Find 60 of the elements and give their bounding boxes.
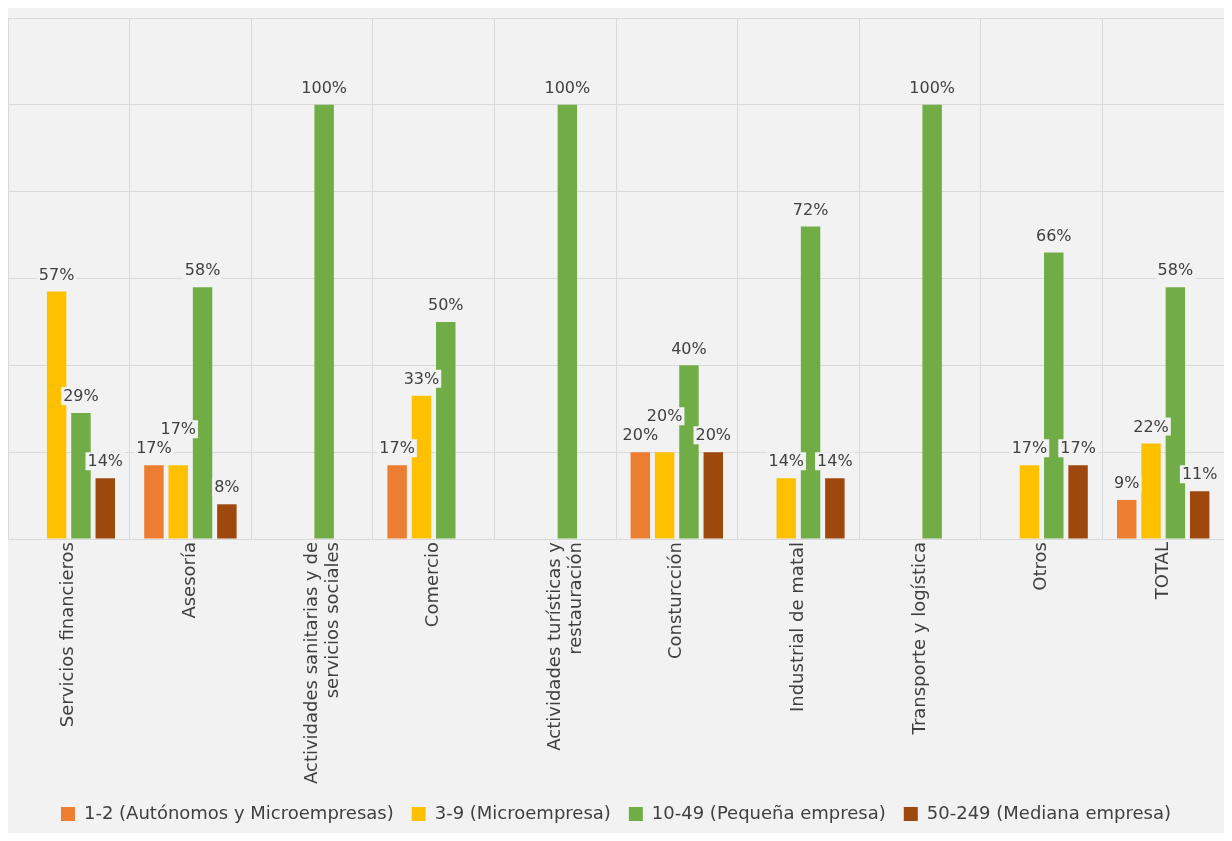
bar <box>1019 465 1040 539</box>
legend-label: 50-249 (Mediana empresa) <box>926 801 1172 823</box>
data-label: 14% <box>768 451 805 471</box>
data-label: 33% <box>403 368 440 388</box>
bar <box>557 104 578 539</box>
x-tick-label: Transporte y logística <box>907 542 929 736</box>
data-label: 17% <box>1011 438 1048 458</box>
data-label: 50% <box>427 295 464 315</box>
bar <box>1068 465 1088 539</box>
bar <box>776 478 796 539</box>
data-label: 17% <box>136 438 172 458</box>
x-tick-label: Otros <box>1029 542 1051 591</box>
bar <box>168 465 188 539</box>
bar <box>314 104 334 539</box>
x-tick-label: Actividades sanitarias y de servicios sociales <box>299 542 343 785</box>
bar <box>95 478 116 539</box>
x-tick-label: Consturcción <box>664 542 686 660</box>
data-label: 20% <box>646 406 683 426</box>
bar <box>630 452 651 539</box>
legend-label: 1-2 (Autónomos y Microempresas) <box>83 801 394 823</box>
legend-label: 3-9 (Microempresa) <box>434 801 611 823</box>
data-label: 58% <box>184 260 221 280</box>
bar <box>703 452 724 539</box>
x-tick-label: Asesoría <box>178 542 200 619</box>
bar <box>1116 499 1137 539</box>
data-label: 14% <box>817 451 853 471</box>
data-label: 20% <box>695 425 732 445</box>
bar <box>1189 491 1210 539</box>
data-label: 72% <box>792 199 829 219</box>
data-label: 9% <box>1114 473 1140 493</box>
x-tick-label: Comercio <box>421 542 443 628</box>
bar <box>922 104 942 539</box>
x-tick-label: TOTAL <box>1150 542 1172 601</box>
data-label: 100% <box>544 77 591 97</box>
data-label: 66% <box>1035 225 1072 245</box>
data-label: 100% <box>909 77 956 97</box>
data-label: 100% <box>301 77 348 97</box>
bar <box>825 478 845 539</box>
data-label: 58% <box>1157 260 1194 280</box>
data-label: 57% <box>38 264 75 284</box>
data-label: 11% <box>1181 464 1218 484</box>
data-label: 17% <box>379 438 415 458</box>
legend-label: 10-49 (Pequeña empresa) <box>651 801 886 823</box>
data-label: 20% <box>622 425 659 445</box>
data-label: 17% <box>1060 438 1096 458</box>
bar <box>654 452 675 539</box>
bar <box>217 504 237 539</box>
x-tick-label: Servicios financieros <box>56 542 78 728</box>
data-label: 29% <box>63 386 99 406</box>
bar <box>1141 443 1161 539</box>
data-label: 40% <box>671 338 707 358</box>
data-label: 22% <box>1133 416 1169 436</box>
data-label: 8% <box>214 477 240 497</box>
x-tick-label: Actividades turísticas y restauración <box>542 541 586 751</box>
bar <box>71 413 91 539</box>
data-label: 17% <box>160 419 197 439</box>
x-tick-label: Industrial de matal <box>786 542 808 713</box>
bar <box>387 465 407 539</box>
bar <box>144 465 164 539</box>
data-label: 14% <box>87 451 124 471</box>
